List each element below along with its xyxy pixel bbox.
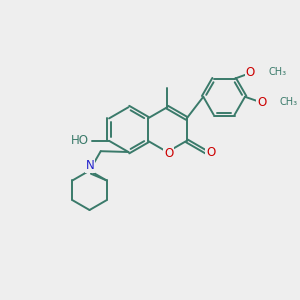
Text: O: O xyxy=(164,147,173,160)
Text: O: O xyxy=(206,146,215,158)
Text: O: O xyxy=(257,96,266,109)
Text: CH₃: CH₃ xyxy=(279,97,298,107)
Text: CH₃: CH₃ xyxy=(268,68,286,77)
Text: N: N xyxy=(86,159,94,172)
Text: HO: HO xyxy=(71,134,89,147)
Text: O: O xyxy=(246,67,255,80)
